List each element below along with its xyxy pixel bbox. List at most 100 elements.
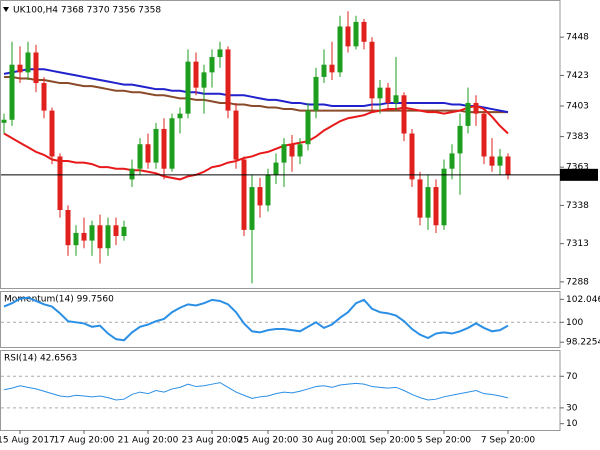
candle-body xyxy=(505,156,511,175)
y-tick-label: 102.0463 xyxy=(566,295,600,305)
x-tick-label: 25 Aug 20:00 xyxy=(238,436,299,446)
candle-body xyxy=(369,41,375,99)
y-tick-label: 7403 xyxy=(566,102,589,112)
candle-body xyxy=(65,210,71,246)
x-tick-label: 30 Aug 20:00 xyxy=(302,436,363,446)
candle-body xyxy=(233,110,239,160)
candle-body xyxy=(225,49,231,111)
candle-body xyxy=(481,113,487,157)
y-tick-label: 7338 xyxy=(566,201,589,211)
candle-body xyxy=(321,64,327,77)
moving-average xyxy=(4,75,508,114)
y-tick-label: 10 xyxy=(566,419,578,429)
candle-body xyxy=(497,156,503,166)
candle-body xyxy=(393,95,399,103)
y-tick-label: 7383 xyxy=(566,132,589,142)
y-tick-label: 7313 xyxy=(566,239,589,249)
candle-body xyxy=(249,187,255,230)
candle-body xyxy=(297,144,303,157)
candle-body xyxy=(353,21,359,47)
candle-body xyxy=(41,83,47,111)
candle-body xyxy=(425,187,431,218)
moving-average xyxy=(3,104,509,181)
candle-body xyxy=(441,168,447,226)
main-panel-frame xyxy=(0,0,561,289)
candle-body xyxy=(241,159,247,230)
candle-body xyxy=(281,144,287,163)
candle-body xyxy=(457,125,463,154)
candle-body xyxy=(473,102,479,114)
x-tick-label: 21 Aug 20:00 xyxy=(118,436,179,446)
candle-body xyxy=(129,168,135,180)
momentum-panel-frame xyxy=(0,291,561,348)
candle-body xyxy=(417,179,423,218)
candle-body xyxy=(289,144,295,157)
candle-body xyxy=(265,174,271,206)
candle-body xyxy=(337,26,343,73)
candle-body xyxy=(1,119,7,123)
candle-body xyxy=(409,133,415,180)
x-tick-label: 5 Sep 20:00 xyxy=(417,436,472,446)
current-price-label: 7358 xyxy=(566,170,589,180)
candle-body xyxy=(361,21,367,42)
candle-body xyxy=(49,110,55,157)
candle-body xyxy=(377,87,383,99)
y-tick-label: 7363 xyxy=(566,163,589,173)
moving-average xyxy=(3,68,509,114)
candle-body xyxy=(153,128,159,163)
indicator-line xyxy=(3,296,509,342)
menu-triangle xyxy=(3,7,9,12)
candle-body xyxy=(201,72,207,88)
candle-body xyxy=(465,102,471,126)
indicator-line xyxy=(3,382,509,401)
candle-body xyxy=(17,64,23,73)
chart-title: UK100,H4 7368 7370 7356 7358 xyxy=(13,6,161,16)
candle-body xyxy=(401,95,407,134)
candle-body xyxy=(345,26,351,47)
candle-body xyxy=(329,64,335,73)
y-tick-label: 98.2254 xyxy=(566,338,600,348)
y-tick-label: 7288 xyxy=(566,277,589,287)
candle-body xyxy=(385,87,391,103)
rsi-panel-frame xyxy=(0,350,561,431)
candle-body xyxy=(81,232,87,241)
candle-body xyxy=(177,113,183,119)
candle-body xyxy=(137,144,143,169)
momentum-title: Momentum(14) 99.7560 xyxy=(4,295,114,305)
y-tick-label: 30 xyxy=(566,403,578,413)
candle-body xyxy=(113,225,119,236)
y-tick-label: 7448 xyxy=(566,33,589,43)
x-tick-label: 23 Aug 20:00 xyxy=(182,436,243,446)
candle-body xyxy=(73,232,79,246)
x-tick-label: 7 Sep 20:00 xyxy=(481,436,536,446)
x-tick-label: 1 Sep 20:00 xyxy=(361,436,416,446)
candle-body xyxy=(121,226,127,236)
candle-body xyxy=(193,61,199,88)
candle-body xyxy=(305,110,311,145)
candle-body xyxy=(9,64,15,120)
y-tick-label: 100 xyxy=(566,318,583,328)
candle-body xyxy=(33,52,39,84)
candle-body xyxy=(105,225,111,249)
candle-body xyxy=(257,187,263,206)
candle-body xyxy=(209,57,215,73)
candle-body xyxy=(185,61,191,114)
candle-body xyxy=(313,76,319,111)
candle-body xyxy=(145,144,151,163)
candle-body xyxy=(161,128,167,169)
candle-body xyxy=(433,187,439,226)
x-tick-label: 17 Aug 20:00 xyxy=(54,436,115,446)
candle-body xyxy=(97,225,103,249)
y-tick-label: 70 xyxy=(566,372,578,382)
candle-body xyxy=(89,225,95,241)
candle-body xyxy=(217,49,223,58)
candle-body xyxy=(449,153,455,169)
candle-body xyxy=(57,156,63,210)
x-tick-label: 15 Aug 2017 xyxy=(0,436,55,446)
rsi-title: RSI(14) 42.6563 xyxy=(4,354,77,364)
candle-body xyxy=(273,162,279,175)
candle-body xyxy=(169,118,175,169)
candle-body xyxy=(489,156,495,166)
